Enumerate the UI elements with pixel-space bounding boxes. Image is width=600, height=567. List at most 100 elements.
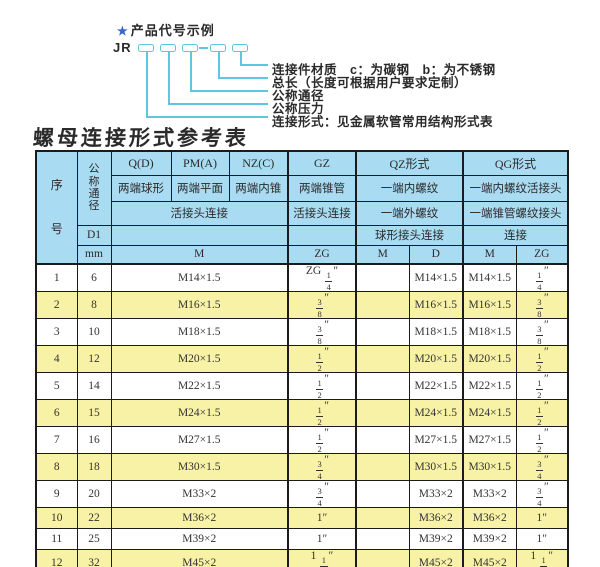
cell-dn: 20 xyxy=(76,480,112,508)
code-prefix: JR xyxy=(113,40,132,55)
header-unit-d-qz: D xyxy=(408,244,464,265)
cell-serial: 12 xyxy=(35,549,78,567)
cell-serial: 11 xyxy=(35,528,78,550)
header-desc-nzc: 两端内锥 xyxy=(228,174,289,202)
cell-qz-d: M14×1.5 xyxy=(408,263,464,292)
cell-qg-zg: 1 2 ″ xyxy=(515,426,569,454)
cell-m: M22×1.5 xyxy=(110,372,289,400)
cell-qg-m: M39×2 xyxy=(462,528,517,550)
code-box xyxy=(160,44,176,52)
code-box xyxy=(210,44,226,52)
table-row: 2 8 M16×1.5 3 8 ″ M16×1.5 M16×1.5 3 8 ″ xyxy=(35,291,569,319)
cell-gz: 1 2 ″ xyxy=(287,345,357,373)
header-ext-thread-qz: 一端外螺纹 xyxy=(355,200,464,226)
cell-gz: 1″ xyxy=(287,507,357,529)
header-union-qpn: 活接头连接 xyxy=(110,200,289,226)
header-desc-qz: 一端内螺纹 xyxy=(355,174,464,202)
cell-m: M24×1.5 xyxy=(110,399,289,427)
cell-dn: 32 xyxy=(76,549,112,567)
cell-dn: 18 xyxy=(76,453,112,481)
header-blank-qpn xyxy=(110,224,289,246)
header-unit-m: M xyxy=(110,244,289,265)
header-serial: 序号 xyxy=(35,150,78,265)
cell-dn: 15 xyxy=(76,399,112,427)
cell-qg-m: M30×1.5 xyxy=(462,453,517,481)
cell-m: M20×1.5 xyxy=(110,345,289,373)
cell-dn: 6 xyxy=(76,263,112,292)
cell-qz-d: M33×2 xyxy=(408,480,464,508)
cell-qg-m: M14×1.5 xyxy=(462,263,517,292)
cell-qg-zg: 1 2 ″ xyxy=(515,399,569,427)
header-group-qz: QZ形式 xyxy=(355,150,464,176)
cell-qz-d: M45×2 xyxy=(408,549,464,567)
cell-qz-d: M20×1.5 xyxy=(408,345,464,373)
cell-qg-zg: 1 2 ″ xyxy=(515,345,569,373)
header-group-gz: GZ xyxy=(287,150,357,176)
header-unit-m-qz: M xyxy=(355,244,410,265)
cell-qg-zg: 3 8 ″ xyxy=(515,318,569,346)
header-blank-gz xyxy=(287,224,357,246)
cell-qz-m xyxy=(355,372,410,400)
star-icon: ★ xyxy=(117,24,129,38)
header-desc-gz: 两端锥管 xyxy=(287,174,357,202)
cell-gz: 3 8 ″ xyxy=(287,318,357,346)
cell-m: M27×1.5 xyxy=(110,426,289,454)
table-row: 7 16 M27×1.5 1 2 ″ M27×1.5 M27×1.5 1 2 ″ xyxy=(35,426,569,454)
cell-m: M30×1.5 xyxy=(110,453,289,481)
table-title: 螺母连接形式参考表 xyxy=(32,126,250,150)
table-row: 9 20 M33×2 3 4 ″ M33×2 M33×2 3 4 ″ xyxy=(35,480,569,508)
table-row: 11 25 M39×2 1″ M39×2 M39×2 1″ xyxy=(35,528,569,550)
header-group-nzc: NZ(C) xyxy=(228,150,289,176)
cell-serial: 1 xyxy=(35,263,78,292)
code-connector-line xyxy=(190,52,268,92)
cell-dn: 16 xyxy=(76,426,112,454)
header-union-gz: 活接头连接 xyxy=(287,200,357,226)
code-label: 总长（长度可根据用户要求定制） xyxy=(272,76,468,90)
header-nominal-diameter: 公称通径 xyxy=(76,150,112,226)
code-connector-line xyxy=(240,52,268,66)
cell-gz: ZG 1 4 ″ xyxy=(287,263,357,292)
cell-dn: 8 xyxy=(76,291,112,319)
code-box xyxy=(232,44,248,52)
cell-qz-d: M39×2 xyxy=(408,528,464,550)
cell-serial: 5 xyxy=(35,372,78,400)
header-taper-joint-qg: 一端锥管螺纹接头 xyxy=(462,200,569,226)
header-connect-qg: 连接 xyxy=(462,224,569,246)
header-desc-pma: 两端平面 xyxy=(170,174,230,202)
cell-qg-m: M36×2 xyxy=(462,507,517,529)
cell-qg-zg: 3 4 ″ xyxy=(515,453,569,481)
cell-qg-m: M24×1.5 xyxy=(462,399,517,427)
nut-connection-table: 序号 公称通径 Q(D) PM(A) NZ(C) GZ QZ形式 QG形式 两端… xyxy=(35,150,569,567)
cell-qz-m xyxy=(355,480,410,508)
cell-dn: 10 xyxy=(76,318,112,346)
table-row: 5 14 M22×1.5 1 2 ″ M22×1.5 M22×1.5 1 2 ″ xyxy=(35,372,569,400)
table-row: 3 10 M18×1.5 3 8 ″ M18×1.5 M18×1.5 3 8 ″ xyxy=(35,318,569,346)
diagram-heading: ★ 产品代号示例 xyxy=(117,20,215,39)
code-connector-line xyxy=(146,52,268,118)
cell-qz-m xyxy=(355,263,410,292)
cell-m: M33×2 xyxy=(110,480,289,508)
cell-qz-m xyxy=(355,549,410,567)
cell-qg-zg: 1 2 ″ xyxy=(515,372,569,400)
cell-qz-d: M27×1.5 xyxy=(408,426,464,454)
cell-serial: 9 xyxy=(35,480,78,508)
cell-dn: 22 xyxy=(76,507,112,529)
cell-qz-m xyxy=(355,291,410,319)
cell-dn: 14 xyxy=(76,372,112,400)
code-connector-line xyxy=(218,52,268,79)
header-unit-zg-qg: ZG xyxy=(515,244,569,265)
cell-qg-m: M27×1.5 xyxy=(462,426,517,454)
diagram-heading-text: 产品代号示例 xyxy=(130,23,215,38)
cell-gz: 1″ xyxy=(287,528,357,550)
header-desc-qg: 一端内螺纹活接头 xyxy=(462,174,569,202)
code-connector-line xyxy=(168,52,268,105)
header-group-qg: QG形式 xyxy=(462,150,569,176)
cell-dn: 25 xyxy=(76,528,112,550)
cell-qg-zg: 1 14″ xyxy=(515,549,569,567)
cell-qg-zg: 1″ xyxy=(515,528,569,550)
cell-gz: 1 14″ xyxy=(287,549,357,567)
cell-qz-d: M22×1.5 xyxy=(408,372,464,400)
cell-qg-m: M20×1.5 xyxy=(462,345,517,373)
cell-gz: 3 4 ″ xyxy=(287,453,357,481)
